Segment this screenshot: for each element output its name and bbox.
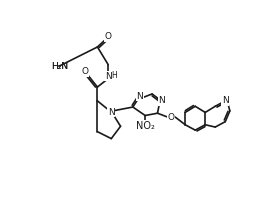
Text: NO₂: NO₂ <box>136 121 155 131</box>
Text: N: N <box>105 72 112 81</box>
Text: H: H <box>111 71 117 80</box>
Text: H₂N: H₂N <box>51 62 68 71</box>
Text: O: O <box>82 67 89 76</box>
Text: O: O <box>82 67 89 76</box>
Text: O: O <box>168 113 175 122</box>
Text: N: N <box>136 92 143 101</box>
Text: H₂N: H₂N <box>51 62 68 71</box>
Text: N: N <box>222 96 229 105</box>
Text: O: O <box>168 113 175 122</box>
Text: N: N <box>158 96 165 105</box>
Text: O: O <box>105 32 112 41</box>
Text: N: N <box>108 108 115 117</box>
Text: N: N <box>158 96 165 105</box>
Text: N: N <box>136 92 143 101</box>
Text: N: N <box>222 96 229 105</box>
Text: N: N <box>105 72 112 81</box>
Text: O: O <box>105 32 112 41</box>
Text: N: N <box>108 108 115 117</box>
Text: NO₂: NO₂ <box>136 121 155 131</box>
